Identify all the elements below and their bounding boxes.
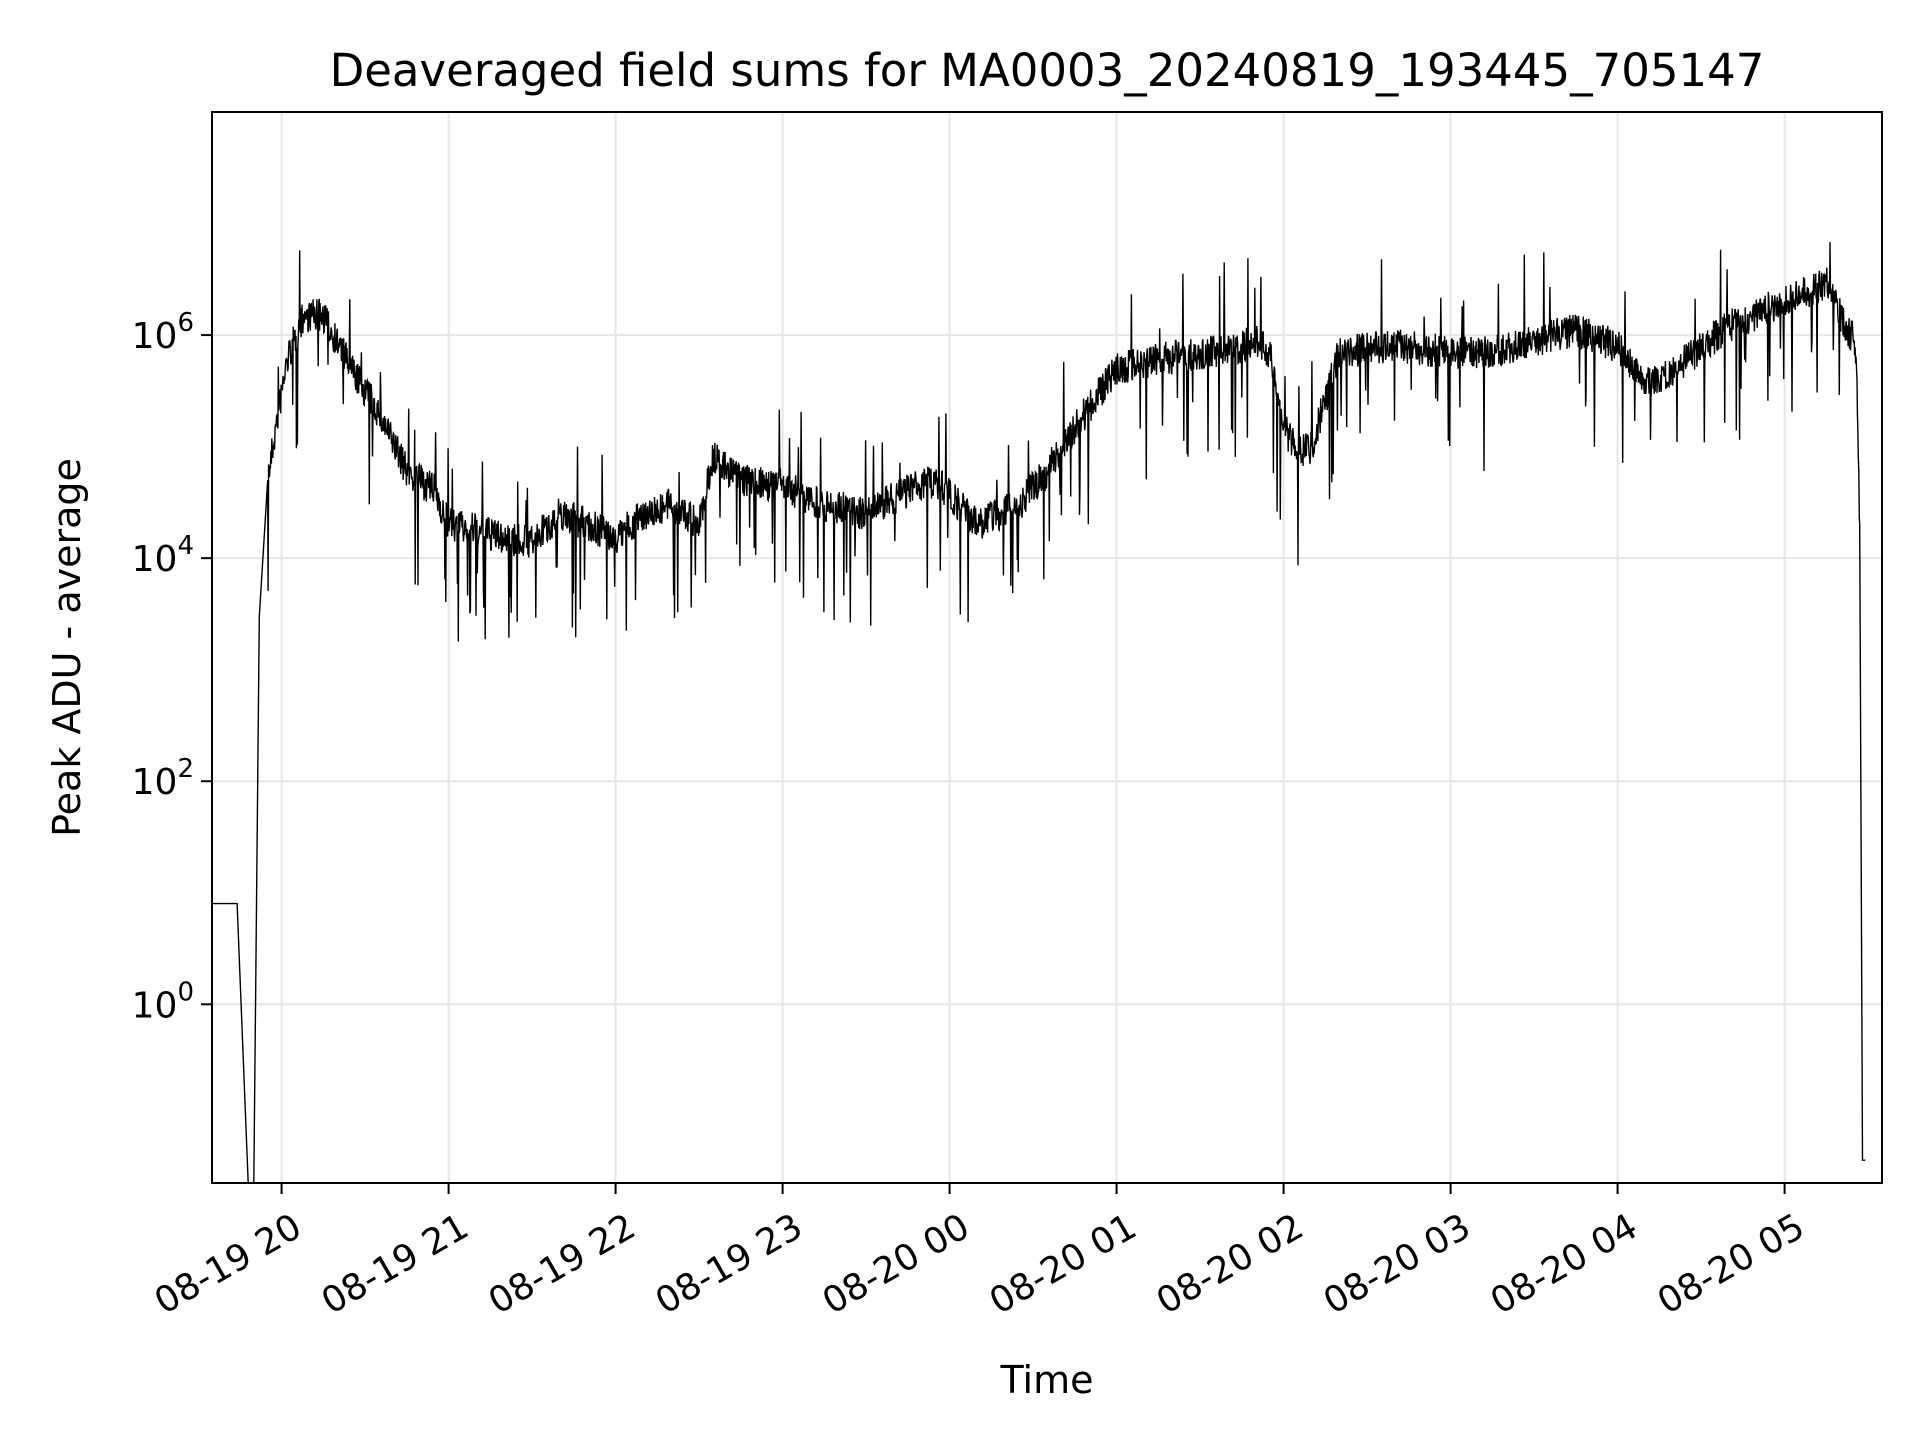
plot-frame (211, 111, 1883, 1184)
y-axis-ticks: 100 102 104 106 (132, 308, 212, 1026)
y-tick-label: 102 (132, 754, 194, 803)
series-layer (212, 242, 1866, 1184)
series-line (212, 242, 1866, 1184)
y-axis-label: Peak ADU - average (45, 458, 89, 837)
y-tick-label: 100 (132, 977, 194, 1026)
chart-title: Deaveraged field sums for MA0003_2024081… (330, 44, 1765, 97)
x-axis-label: Time (1000, 1358, 1094, 1402)
grid (212, 112, 1882, 1183)
y-tick-label: 104 (132, 531, 194, 580)
y-tick-label: 106 (132, 308, 194, 357)
